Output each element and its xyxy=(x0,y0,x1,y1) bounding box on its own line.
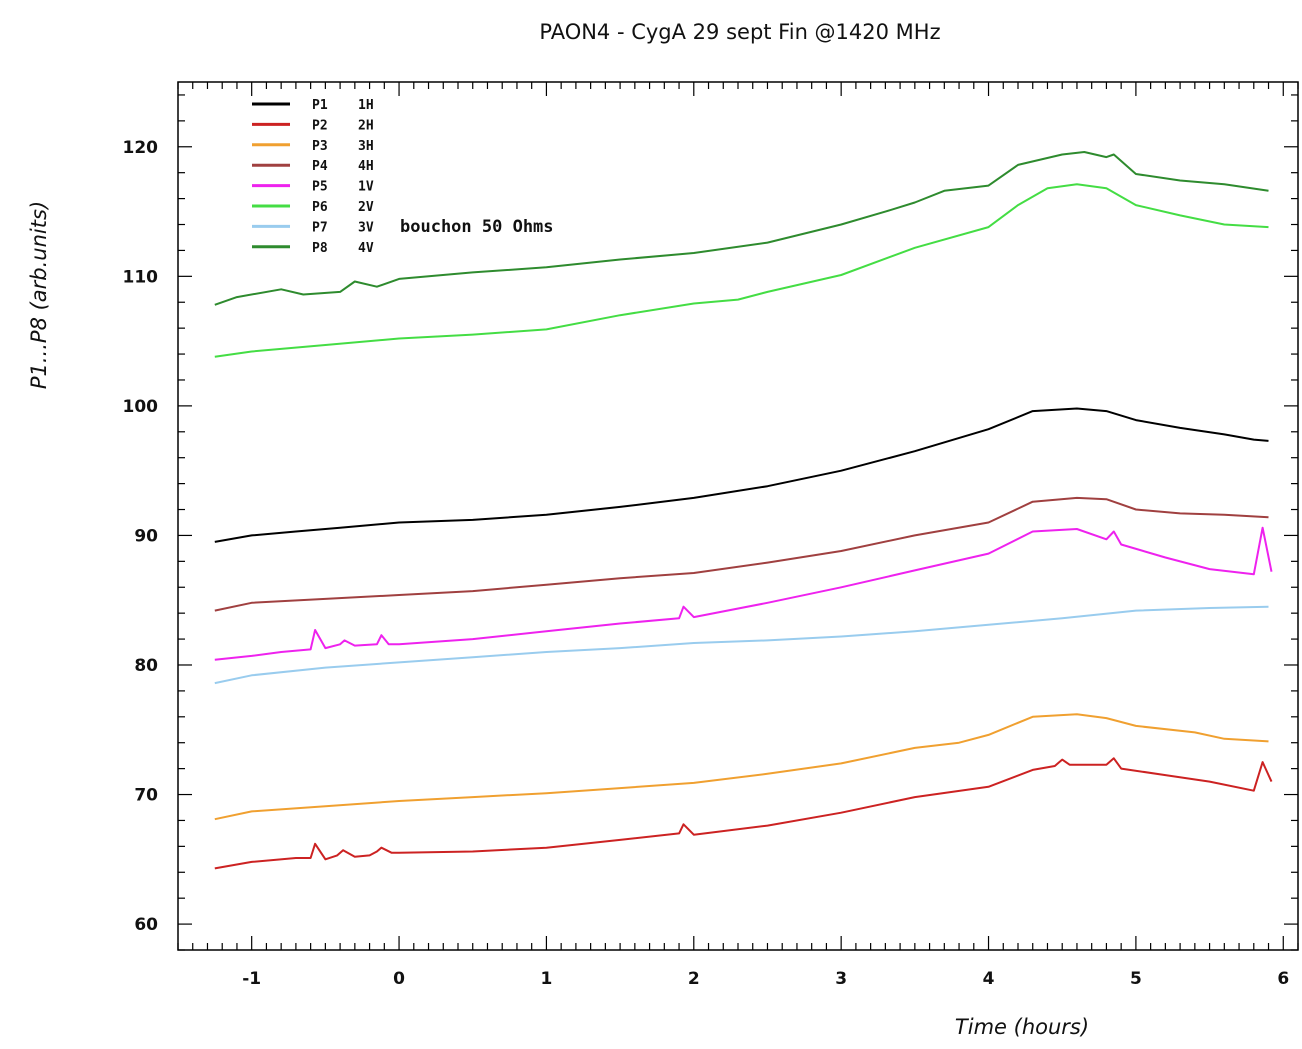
legend-pol-p8: 4V xyxy=(358,241,374,256)
legend: P1 1H P2 2H P3 3H P4 4H P5 1V P6 2V P7 3V P8 4V xyxy=(252,98,374,256)
x-tick-label: 1 xyxy=(540,969,552,989)
chart-title: PAON4 - CygA 29 sept Fin @1420 MHz xyxy=(539,20,940,44)
y-tick-label: 80 xyxy=(134,656,158,676)
legend-pol-p5: 1V xyxy=(358,180,374,195)
x-axis: -1 0 1 2 3 4 5 6 xyxy=(177,82,1299,989)
y-axis: 60 70 80 90 100 110 120 xyxy=(123,94,1298,951)
legend-label-p5: P5 xyxy=(312,180,328,195)
legend-pol-p4: 4H xyxy=(358,159,374,174)
y-tick-label: 60 xyxy=(134,915,158,935)
x-tick-label: 0 xyxy=(393,969,405,989)
x-tick-label: 2 xyxy=(688,969,700,989)
series-line-p4 xyxy=(214,496,1269,612)
x-tick-label: -1 xyxy=(242,969,261,989)
series-line-p1 xyxy=(214,407,1269,543)
y-tick-label: 90 xyxy=(134,526,158,546)
series-line-p2 xyxy=(214,757,1273,870)
x-tick-label: 6 xyxy=(1277,969,1289,989)
legend-label-p2: P2 xyxy=(312,118,328,133)
y-tick-label: 70 xyxy=(134,786,158,806)
legend-pol-p1: 1H xyxy=(358,98,374,113)
series-layer xyxy=(214,151,1273,870)
legend-label-p1: P1 xyxy=(312,98,328,113)
series-line-p7 xyxy=(214,605,1269,685)
series-line-p8 xyxy=(214,151,1269,306)
x-axis-label: Time (hours) xyxy=(955,1015,1089,1039)
y-tick-label: 110 xyxy=(123,267,159,287)
annotation-label: bouchon 50 Ohms xyxy=(400,217,554,237)
series-line-p3 xyxy=(214,713,1269,821)
legend-pol-p7: 3V xyxy=(358,220,374,235)
x-tick-label: 4 xyxy=(983,969,995,989)
y-tick-label: 100 xyxy=(123,397,159,417)
plot-border xyxy=(177,81,1299,951)
legend-label-p8: P8 xyxy=(312,241,328,256)
legend-label-p6: P6 xyxy=(312,200,328,215)
x-tick-label: 5 xyxy=(1130,969,1142,989)
plot-frame xyxy=(177,81,1299,951)
series-line-p6 xyxy=(214,183,1269,358)
y-tick-label: 120 xyxy=(123,138,159,158)
legend-pol-p6: 2V xyxy=(358,200,374,215)
legend-label-p7: P7 xyxy=(312,220,328,235)
y-axis-label: P1...P8 (arb.units) xyxy=(27,201,51,389)
series-line-p5 xyxy=(214,526,1273,661)
legend-pol-p2: 2H xyxy=(358,118,374,133)
legend-pol-p3: 3H xyxy=(358,139,374,154)
legend-label-p4: P4 xyxy=(312,159,328,174)
legend-label-p3: P3 xyxy=(312,139,328,154)
x-tick-label: 3 xyxy=(835,969,847,989)
